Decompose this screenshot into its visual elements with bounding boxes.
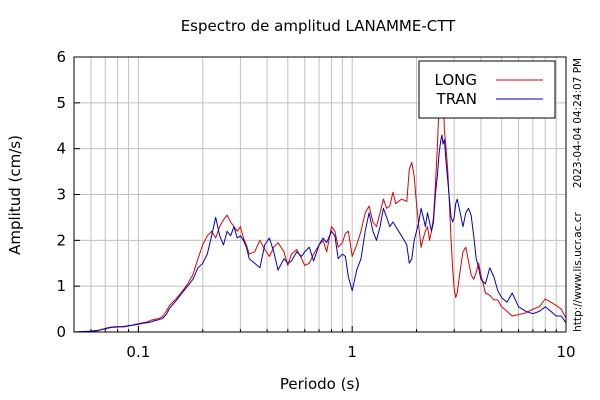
x-tick-label: 0.1 [126,343,150,361]
legend-label-long: LONG [435,71,477,89]
y-tick-label: 4 [56,140,66,158]
x-axis-title: Periodo (s) [280,375,360,393]
y-tick-label: 1 [56,277,66,295]
y-axis-title: Amplitud (cm/s) [6,135,24,255]
source-url-label: http://www.lis.ucr.ac.cr [572,211,584,331]
timestamp-label: 2023-04-04 04:24:07 PM [572,58,584,188]
y-tick-label: 2 [56,231,66,249]
series-line-tran [73,134,567,333]
legend-label-tran: TRAN [436,90,477,108]
y-tick-label: 0 [56,323,66,341]
chart-title: Espectro de amplitud LANAMME-CTT [181,17,456,35]
series-layer [73,65,567,333]
legend: LONG TRAN [418,60,556,119]
x-tick-label: 1 [347,343,357,361]
y-tick-label: 5 [56,94,66,112]
y-tick-label: 6 [56,48,66,66]
tick-labels: 0 1 2 3 4 5 6 0.1 1 10 [56,48,575,361]
y-tick-label: 3 [56,186,66,204]
ticks [73,56,557,333]
series-line-long [73,65,567,333]
x-tick-label: 10 [556,343,575,361]
legend-box [418,60,556,119]
